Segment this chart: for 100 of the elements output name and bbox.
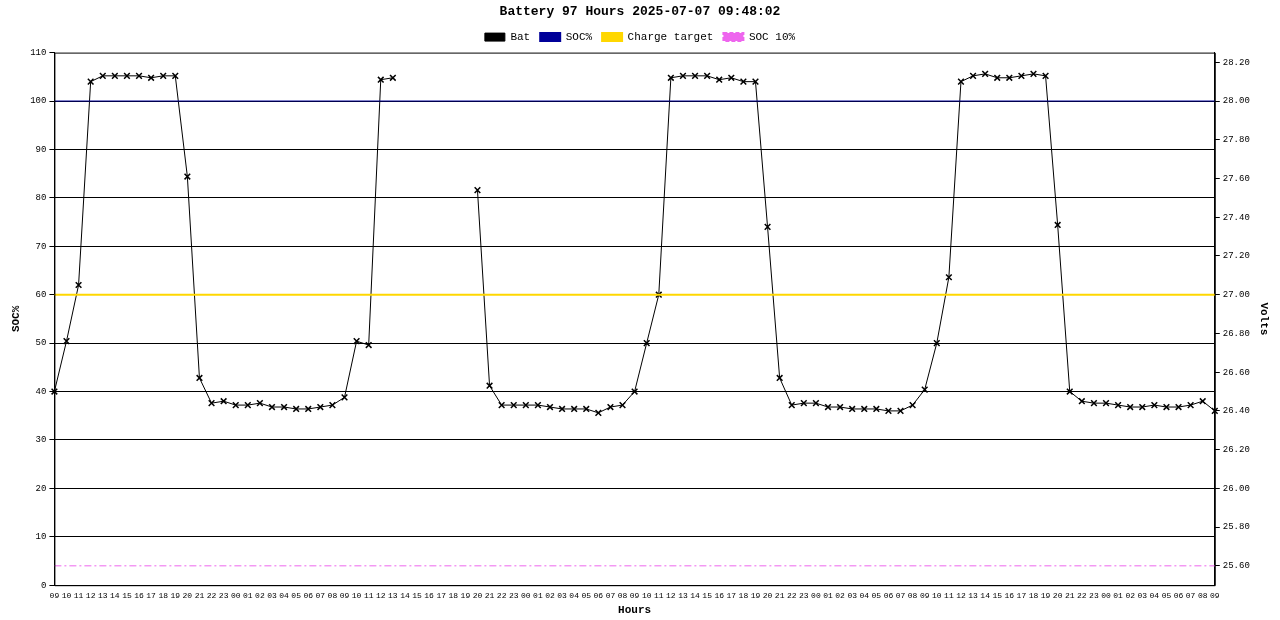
x-tick-label: 08	[1197, 591, 1208, 601]
x-tick-label: 20	[472, 591, 483, 601]
y2-tick-label: 26.20	[1222, 445, 1250, 456]
x-tick-label: 15	[122, 591, 132, 601]
x-tick-label: 13	[678, 591, 688, 601]
x-tick-label: 23	[1089, 591, 1099, 601]
x-tick-label: 00	[811, 591, 821, 601]
x-tick-label: 22	[496, 591, 507, 601]
x-tick-label: 11	[363, 591, 374, 601]
x-tick-label: 21	[774, 591, 785, 601]
x-tick-label: 17	[436, 591, 447, 601]
x-tick-label: 01	[243, 591, 253, 601]
legend-label: Charge target	[627, 31, 714, 44]
y2-tick-label: 27.80	[1222, 135, 1250, 146]
x-tick-label: 06	[883, 591, 894, 601]
x-axis-title: Hours	[618, 604, 652, 617]
x-tick-label: 10	[931, 591, 942, 601]
x-tick-label: 10	[351, 591, 362, 601]
x-tick-label: 05	[871, 591, 882, 601]
x-tick-label: 22	[206, 591, 217, 601]
legend-label: SOC 10%	[748, 31, 796, 44]
x-tick-label: 05	[1161, 591, 1172, 601]
y-axis-title: SOC%	[10, 305, 23, 333]
x-tick-label: 17	[726, 591, 737, 601]
y-tick-label: 70	[35, 241, 47, 252]
x-tick-label: 03	[267, 591, 277, 601]
x-tick-label: 10	[61, 591, 72, 601]
x-tick-label: 15	[702, 591, 713, 601]
x-tick-label: 02	[545, 591, 555, 601]
x-tick-label: 19	[170, 591, 181, 601]
y-tick-label: 80	[35, 193, 47, 204]
x-tick-label: 01	[1113, 591, 1124, 601]
x-tick-label: 09	[919, 591, 930, 601]
x-tick-label: 23	[508, 591, 519, 601]
x-tick-label: 00	[230, 591, 241, 601]
x-tick-label: 15	[992, 591, 1003, 601]
y-tick-label: 100	[30, 96, 47, 107]
x-tick-label: 21	[1064, 591, 1075, 601]
y-tick-label: 40	[35, 386, 47, 397]
x-tick-label: 09	[1209, 591, 1220, 601]
y2-tick-label: 26.60	[1222, 367, 1250, 378]
x-tick-label: 12	[666, 591, 676, 601]
y2-tick-label: 26.80	[1222, 328, 1250, 339]
x-tick-label: 07	[605, 591, 616, 601]
x-tick-label: 07	[315, 591, 326, 601]
x-tick-label: 18	[738, 591, 749, 601]
x-tick-label: 12	[956, 591, 966, 601]
x-tick-label: 19	[460, 591, 471, 601]
y2-tick-label: 27.20	[1222, 251, 1250, 262]
x-tick-label: 11	[653, 591, 664, 601]
x-tick-label: 23	[799, 591, 809, 601]
x-tick-label: 10	[641, 591, 652, 601]
y-tick-label: 30	[35, 435, 47, 446]
x-tick-label: 03	[1137, 591, 1148, 601]
y2-tick-label: 26.40	[1222, 406, 1250, 417]
x-tick-label: 13	[97, 591, 108, 601]
y2-tick-label: 25.60	[1222, 561, 1250, 572]
y2-tick-label: 28.20	[1222, 57, 1250, 68]
x-tick-label: 08	[907, 591, 918, 601]
chart-title: Battery 97 Hours 2025-07-07 09:48:02	[499, 4, 781, 20]
x-tick-label: 16	[424, 591, 435, 601]
x-tick-label: 07	[1185, 591, 1196, 601]
x-tick-label: 14	[980, 591, 991, 601]
x-tick-label: 13	[968, 591, 979, 601]
x-tick-label: 06	[1173, 591, 1184, 601]
y-tick-label: 60	[35, 290, 47, 301]
y2-tick-label: 28.00	[1222, 96, 1250, 107]
y-tick-label: 0	[41, 580, 47, 591]
x-tick-label: 01	[533, 591, 543, 601]
y2-tick-label: 27.60	[1222, 173, 1250, 184]
x-tick-label: 20	[182, 591, 193, 601]
y2-tick-label: 25.80	[1222, 522, 1250, 533]
x-tick-label: 01	[823, 591, 833, 601]
y-tick-label: 10	[35, 532, 47, 543]
x-tick-label: 14	[690, 591, 701, 601]
y-tick-label: 90	[35, 144, 47, 155]
x-tick-label: 04	[859, 591, 870, 601]
x-tick-label: 14	[400, 591, 410, 601]
x-tick-label: 15	[412, 591, 423, 601]
x-tick-label: 09	[629, 591, 640, 601]
x-tick-label: 22	[1077, 591, 1087, 601]
x-tick-label: 21	[484, 591, 495, 601]
x-tick-label: 04	[1149, 591, 1160, 601]
x-tick-label: 06	[303, 591, 314, 601]
x-tick-label: 20	[1052, 591, 1063, 601]
y2-axis-title: Volts	[1257, 302, 1270, 336]
x-tick-label: 22	[786, 591, 797, 601]
x-tick-label: 12	[375, 591, 386, 601]
x-tick-label: 00	[1101, 591, 1111, 601]
x-tick-label: 18	[448, 591, 459, 601]
x-tick-label: 05	[581, 591, 592, 601]
x-tick-label: 16	[1004, 591, 1015, 601]
x-tick-label: 20	[762, 591, 773, 601]
x-tick-label: 09	[49, 591, 60, 601]
x-tick-label: 08	[327, 591, 338, 601]
x-tick-label: 23	[218, 591, 229, 601]
x-tick-label: 18	[158, 591, 169, 601]
x-tick-label: 02	[255, 591, 265, 601]
x-tick-label: 12	[85, 591, 96, 601]
legend-label: Bat	[510, 31, 531, 44]
